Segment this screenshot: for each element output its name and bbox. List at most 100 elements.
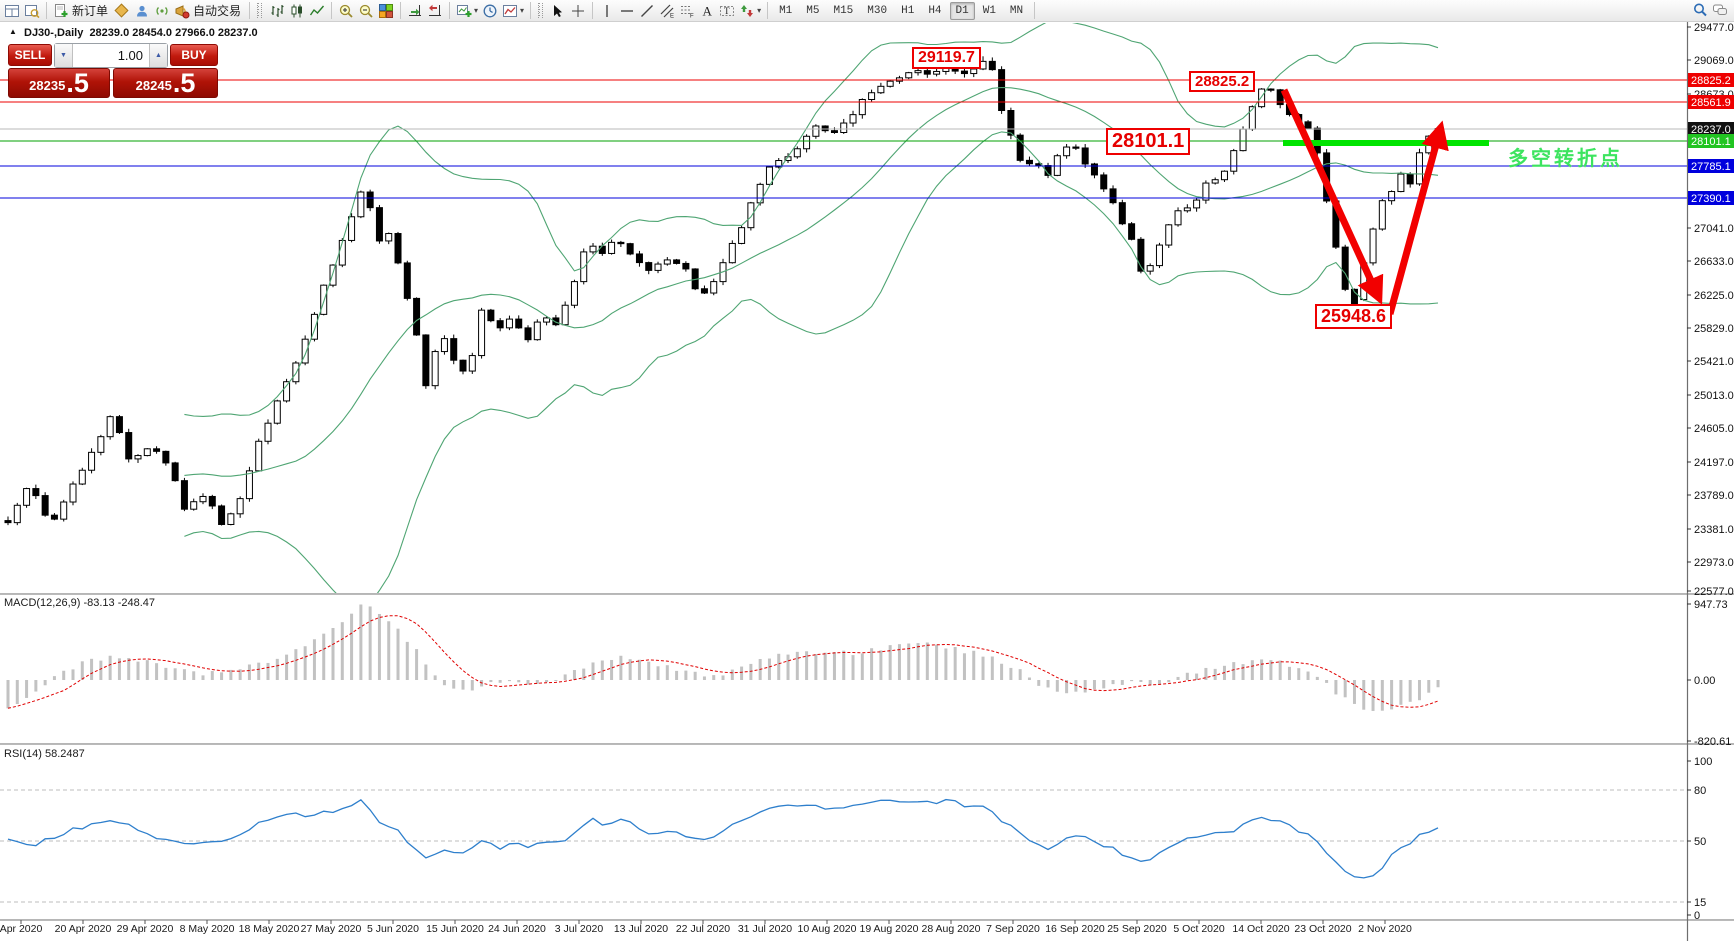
- community-icon[interactable]: [133, 2, 151, 20]
- date-tick-label: 3 Jul 2020: [555, 923, 604, 935]
- arrows-icon[interactable]: [738, 2, 756, 20]
- symbol-period: DJ30-,Daily: [24, 27, 84, 39]
- volume-decrease-button[interactable]: ▼: [55, 44, 73, 67]
- candle-chart-type-icon[interactable]: [288, 2, 306, 20]
- rsi-axis-label: 0: [1694, 910, 1700, 922]
- date-tick-label: 2 Nov 2020: [1358, 923, 1412, 935]
- autotrade-icon[interactable]: [173, 2, 191, 20]
- bar-chart-type-icon[interactable]: [268, 2, 286, 20]
- price-tick-label: 29069.0: [1694, 55, 1734, 67]
- tile-windows-icon[interactable]: [377, 2, 395, 20]
- buy-price-fraction: .5: [172, 68, 196, 98]
- date-tick-label: 27 May 2020: [301, 923, 362, 935]
- toolbar: 新订单 自动交易 ▾ ▾ E F A T ▾ M1 M5 M15 M30 H1 H4 D1 W1 MN: [0, 0, 1734, 22]
- date-tick-label: Apr 2020: [0, 923, 42, 935]
- buy-button[interactable]: BUY: [170, 44, 218, 66]
- toolbar-separator: [592, 2, 594, 19]
- collapse-chart-icon[interactable]: ▲: [9, 27, 17, 36]
- text-label-icon[interactable]: T: [718, 2, 736, 20]
- date-tick-label: 20 Apr 2020: [55, 923, 112, 935]
- price-tick-label: 23381.0: [1694, 524, 1734, 536]
- date-tick-label: 19 Aug 2020: [860, 923, 919, 935]
- annotation-pivot-price[interactable]: 28101.1: [1106, 128, 1191, 155]
- volume-increase-button[interactable]: ▲: [149, 44, 167, 67]
- new-order-icon[interactable]: [52, 2, 70, 20]
- timeframe-w1-button[interactable]: W1: [982, 4, 996, 17]
- zoom-in-icon[interactable]: [337, 2, 355, 20]
- toolbar-separator: [530, 2, 532, 19]
- svg-text:A: A: [703, 3, 713, 18]
- macd-histogram: [6, 604, 1440, 711]
- zoom-out-icon[interactable]: [357, 2, 375, 20]
- date-tick-label: 10 Aug 2020: [798, 923, 857, 935]
- support-bar-annotation[interactable]: [1283, 140, 1489, 146]
- dropdown-caret-icon[interactable]: ▾: [474, 6, 479, 15]
- rsi-axis-label: 100: [1694, 756, 1712, 768]
- date-tick-label: 15 Jun 2020: [426, 923, 484, 935]
- window-search-icon[interactable]: [23, 2, 41, 20]
- quotes-icon[interactable]: [113, 2, 131, 20]
- up-arrow-annotation[interactable]: [1386, 120, 1449, 315]
- horizontal-level-lines[interactable]: [0, 79, 1687, 199]
- toolbar-separator: [1034, 2, 1036, 19]
- timeframe-m15-button[interactable]: M15: [833, 4, 854, 17]
- chat-icon[interactable]: [1711, 1, 1729, 19]
- timeframe-mn-button[interactable]: MN: [1009, 4, 1024, 17]
- svg-text:E: E: [670, 13, 674, 19]
- down-arrow-annotation[interactable]: [1280, 88, 1384, 305]
- trend-line-icon[interactable]: [638, 2, 656, 20]
- fibonacci-icon[interactable]: F: [678, 2, 696, 20]
- buy-price-main: 28245: [135, 78, 172, 93]
- timeframe-d1-button[interactable]: D1: [949, 1, 975, 20]
- horizontal-line-icon[interactable]: [618, 2, 636, 20]
- toolbar-separator: [767, 2, 769, 19]
- price-tick-label: 25013.0: [1694, 390, 1734, 402]
- toolbar-separator: [449, 2, 451, 19]
- timeframe-h1-button[interactable]: H1: [901, 4, 915, 17]
- signals-icon[interactable]: [153, 2, 171, 20]
- toolbar-right-icons: [1690, 1, 1730, 19]
- sell-price[interactable]: 28235 .5: [8, 68, 110, 98]
- annotation-low-price[interactable]: 25948.6: [1315, 304, 1393, 329]
- cursor-icon[interactable]: [549, 2, 567, 20]
- sell-button[interactable]: SELL: [8, 44, 52, 66]
- new-chart-icon[interactable]: [455, 2, 473, 20]
- buy-price[interactable]: 28245 .5: [113, 68, 218, 98]
- annotation-peak-price[interactable]: 29119.7: [912, 47, 981, 69]
- rsi-axis-label: 50: [1694, 836, 1706, 848]
- search-icon[interactable]: [1691, 1, 1709, 19]
- price-tag-label: 28825.2: [1691, 75, 1731, 87]
- timeframe-h4-button[interactable]: H4: [928, 4, 942, 17]
- toolbar-grip[interactable]: [538, 3, 544, 18]
- macd-axis-label: 0.00: [1694, 675, 1715, 687]
- timeframe-m5-button[interactable]: M5: [806, 4, 820, 17]
- text-icon[interactable]: A: [698, 2, 716, 20]
- volume-value[interactable]: 1.00: [117, 48, 143, 63]
- sell-price-fraction: .5: [66, 68, 89, 98]
- auto-scroll-icon[interactable]: [406, 2, 424, 20]
- dropdown-caret-icon[interactable]: ▾: [520, 6, 525, 15]
- line-chart-type-icon[interactable]: [308, 2, 326, 20]
- price-axis[interactable]: 29477.029069.028673.027041.026633.026225…: [1687, 22, 1734, 598]
- annotation-turning-point-text[interactable]: 多空转折点: [1508, 148, 1623, 170]
- chart-list-icon[interactable]: [3, 2, 21, 20]
- toolbar-grip[interactable]: [257, 3, 263, 18]
- crosshair-icon[interactable]: [569, 2, 587, 20]
- new-order-label: 新订单: [72, 4, 109, 18]
- price-tag-label: 28561.9: [1691, 97, 1731, 109]
- date-tick-label: 24 Jun 2020: [488, 923, 546, 935]
- clock-icon[interactable]: [481, 2, 499, 20]
- chart-profile-icon[interactable]: [501, 2, 519, 20]
- dropdown-caret-icon[interactable]: ▾: [757, 6, 762, 15]
- volume-spinner: ▼ 1.00 ▲: [54, 43, 168, 68]
- vertical-line-icon[interactable]: [598, 2, 616, 20]
- equidistant-channel-icon[interactable]: E: [658, 2, 676, 20]
- timeframe-m30-button[interactable]: M30: [867, 4, 888, 17]
- date-tick-label: 8 May 2020: [180, 923, 235, 935]
- annotation-resistance-price[interactable]: 28825.2: [1189, 71, 1256, 92]
- rsi-line: [7, 798, 1439, 879]
- date-axis[interactable]: Apr 2020 20 Apr 2020 29 Apr 2020 8 May 2020…: [0, 920, 1412, 935]
- timeframe-m1-button[interactable]: M1: [779, 4, 793, 17]
- chart-shift-icon[interactable]: [426, 2, 444, 20]
